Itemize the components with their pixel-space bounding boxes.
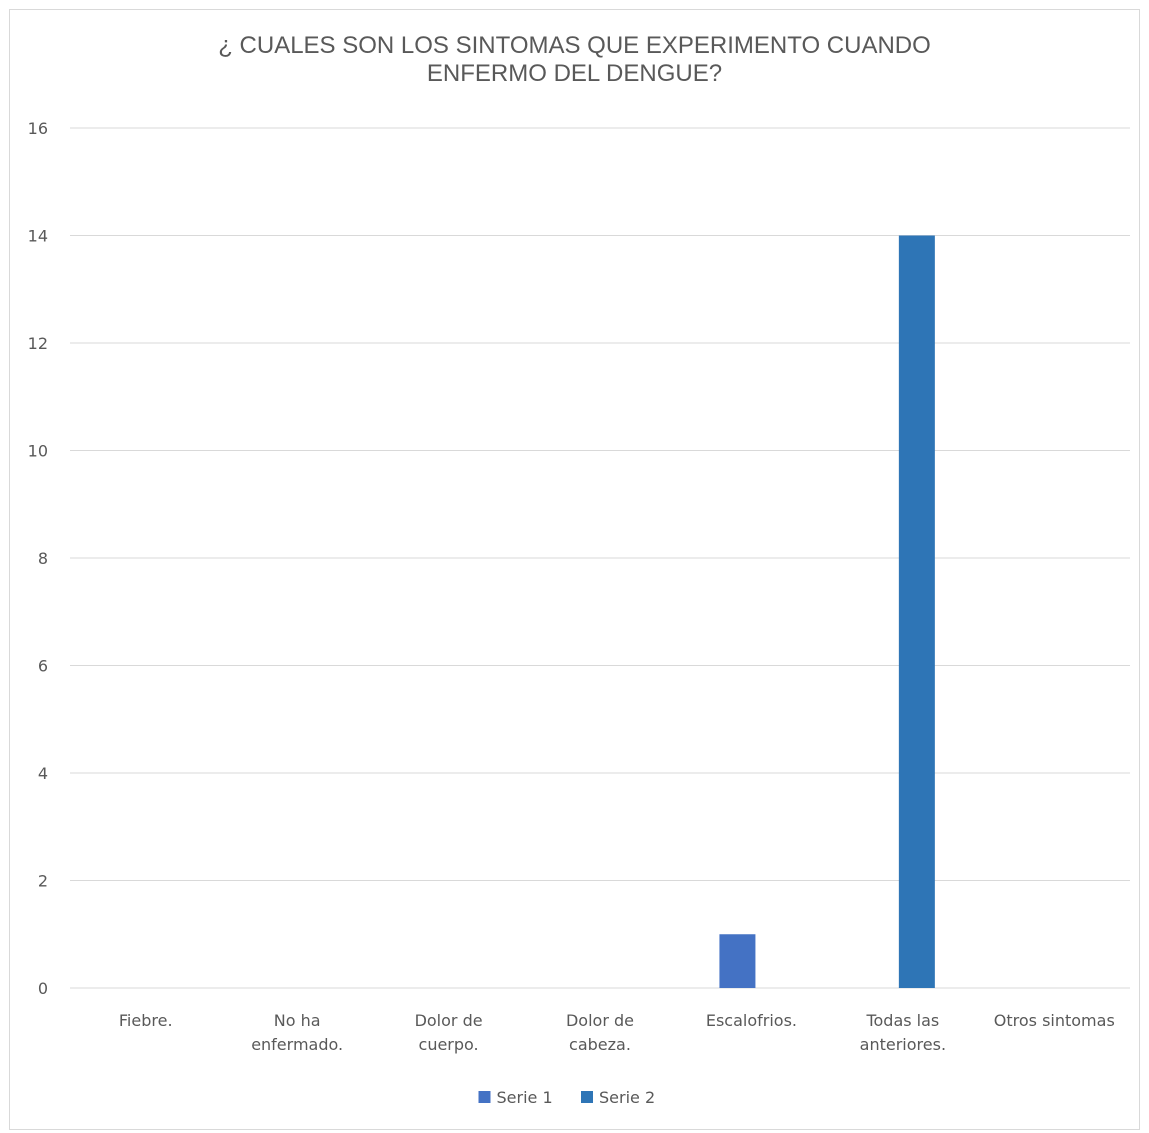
y-tick-label: 0 xyxy=(38,979,48,998)
y-tick-label: 8 xyxy=(38,549,48,568)
y-tick-label: 16 xyxy=(28,119,48,138)
legend-label: Serie 2 xyxy=(599,1088,655,1107)
y-tick-label: 10 xyxy=(28,442,48,461)
legend-label: Serie 1 xyxy=(497,1088,553,1107)
y-tick-label: 2 xyxy=(38,872,48,891)
bar-serie-2 xyxy=(898,235,935,988)
x-category-label: Escalofrios. xyxy=(706,1011,797,1030)
y-tick-label: 6 xyxy=(38,657,48,676)
x-category-label: Dolor de cabeza. xyxy=(566,1011,634,1054)
y-tick-label: 4 xyxy=(38,764,48,783)
y-tick-label: 12 xyxy=(28,334,48,353)
legend-swatch xyxy=(581,1091,593,1103)
bar-serie-1 xyxy=(719,934,756,988)
x-category-label: Otros sintomas xyxy=(994,1011,1115,1030)
y-tick-label: 14 xyxy=(28,227,48,246)
chart-title: ¿ CUALES SON LOS SINTOMAS QUE EXPERIMENT… xyxy=(218,32,931,87)
legend-swatch xyxy=(478,1091,491,1103)
x-category-label: Todas las anteriores. xyxy=(860,1011,946,1054)
chart-frame xyxy=(9,9,1140,1130)
x-category-label: No ha enfermado. xyxy=(251,1011,343,1054)
x-category-label: Fiebre. xyxy=(119,1011,173,1030)
x-category-label: Dolor de cuerpo. xyxy=(415,1011,483,1054)
